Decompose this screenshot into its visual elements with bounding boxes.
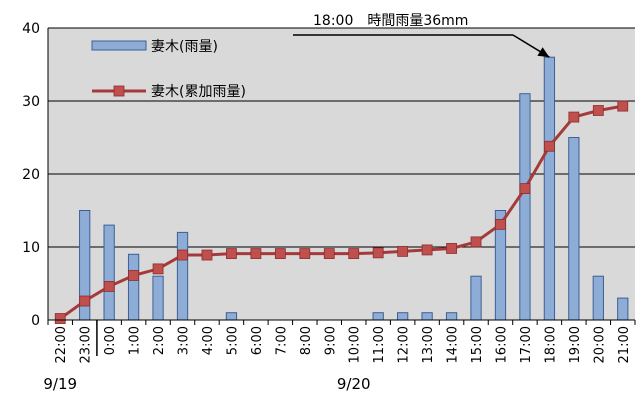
axes	[47, 28, 636, 356]
cumulative-marker	[348, 248, 360, 259]
rainfall-bar	[568, 137, 580, 321]
rainfall-bar	[372, 312, 384, 321]
cumulative-marker	[274, 248, 286, 259]
legend-bar-label: 妻木(雨量)	[151, 39, 218, 55]
x-tick-label: 2:00	[152, 326, 167, 355]
rainfall-bar	[152, 275, 164, 321]
x-tick-label: 12:00	[397, 326, 412, 363]
legend: 妻木(雨量) 妻木(累加雨量)	[91, 39, 246, 100]
rainfall-bar	[225, 312, 238, 321]
x-tick-label: 22:00	[54, 326, 69, 363]
cumulative-marker	[128, 270, 140, 281]
x-tick-label: 13:00	[421, 326, 436, 363]
cumulative-marker	[421, 244, 433, 256]
annotation-arrowhead	[537, 47, 550, 58]
y-tick-label: 10	[22, 240, 40, 256]
x-tick-label: 19:00	[568, 326, 583, 363]
cumulative-marker	[568, 111, 580, 123]
grid-lines	[48, 27, 635, 248]
rainfall-bar	[103, 224, 115, 321]
x-tick-label: 15:00	[470, 326, 485, 363]
cumulative-marker	[299, 248, 311, 259]
legend-line-label: 妻木(累加雨量)	[151, 84, 246, 100]
x-tick-label: 18:00	[543, 326, 558, 363]
cumulative-marker	[617, 100, 629, 112]
cumulative-marker	[592, 105, 604, 116]
rainfall-bar	[592, 275, 604, 321]
x-tick-label: 6:00	[250, 326, 265, 355]
rainfall-bar	[127, 253, 140, 321]
cumulative-marker	[177, 249, 188, 261]
x-tick-label: 8:00	[299, 326, 314, 355]
cumulative-marker	[543, 140, 555, 152]
rainfall-bar	[470, 275, 482, 321]
annotation: 18:00 時間雨量36mm	[293, 13, 550, 58]
x-tick-label: 5:00	[225, 326, 240, 355]
x-tick-label: 0:00	[103, 326, 118, 355]
cumulative-marker	[250, 248, 262, 259]
date-label: 9/19	[43, 375, 77, 393]
x-tick-label: 16:00	[494, 326, 509, 363]
rainfall-bar	[445, 312, 458, 321]
legend-line-marker	[113, 85, 125, 97]
x-tick-label: 4:00	[201, 326, 216, 355]
cumulative-marker	[397, 245, 409, 257]
y-tick-label: 0	[31, 313, 40, 329]
cumulative-marker	[446, 243, 457, 254]
cumulative-marker	[519, 183, 531, 195]
cumulative-marker	[226, 248, 237, 259]
y-tick-label: 20	[22, 167, 40, 183]
rainfall-bar	[617, 297, 629, 321]
cumulative-marker	[201, 249, 213, 261]
rainfall-bar	[421, 312, 433, 321]
rainfall-bar	[519, 93, 531, 321]
x-tick-label: 7:00	[274, 326, 289, 355]
rainfall-bar	[397, 312, 409, 321]
cumulative-marker	[495, 218, 506, 230]
cumulative-marker	[372, 247, 384, 259]
cumulative-marker	[103, 281, 115, 292]
x-tick-label: 23:00	[79, 326, 94, 363]
x-tick-label: 14:00	[446, 326, 461, 363]
x-tick-label: 3:00	[177, 326, 192, 355]
x-tick-label: 10:00	[348, 326, 363, 363]
cumulative-marker	[79, 295, 91, 307]
y-tick-label: 40	[22, 21, 40, 37]
rainfall-bar	[176, 231, 189, 321]
x-tick-label: 1:00	[128, 326, 143, 355]
cumulative-marker	[54, 313, 66, 324]
x-tick-label: 21:00	[617, 326, 632, 363]
legend-bar-swatch	[91, 40, 147, 51]
x-tick-label: 17:00	[519, 326, 534, 363]
x-tick-label: 11:00	[372, 326, 387, 363]
x-tick-label: 20:00	[592, 326, 607, 363]
tick-labels: 0 10 20 30 40 22:00 23:00 0:00 1:00 2:00 3:00 4:00 5…	[22, 21, 632, 393]
date-label: 9/20	[337, 375, 371, 393]
cumulative-marker	[152, 263, 164, 275]
annotation-text: 18:00 時間雨量36mm	[313, 13, 468, 29]
x-tick-label: 9:00	[323, 326, 338, 355]
line-series	[54, 100, 629, 324]
rainfall-bar	[543, 56, 556, 321]
bar-series	[79, 56, 629, 321]
y-tick-label: 30	[22, 94, 40, 110]
cumulative-marker	[470, 236, 482, 248]
cumulative-marker	[323, 248, 335, 259]
